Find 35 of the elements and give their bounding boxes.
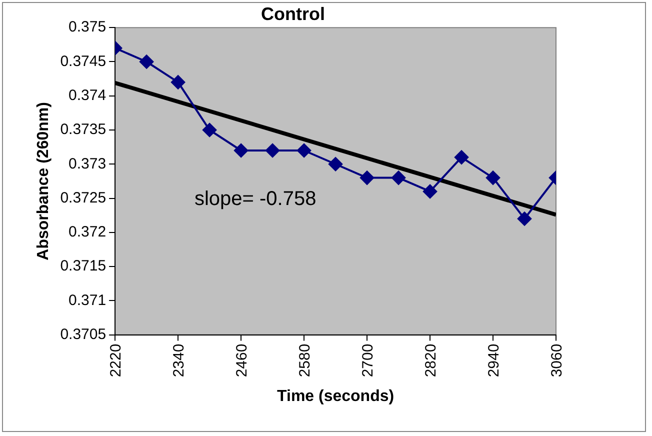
point (486, 170, 500, 185)
x-tick-label: 2700 (359, 344, 376, 378)
x-tick-label: 2940 (485, 344, 502, 378)
y-tick-label: 0.371 (68, 292, 106, 309)
y-tick-label: 0.375 (68, 18, 106, 36)
point (423, 184, 438, 198)
point (266, 143, 280, 158)
point (171, 75, 186, 90)
point (234, 143, 248, 158)
point (202, 123, 217, 137)
x-axis-title: Time (seconds) (277, 388, 394, 405)
x-tick-label: 2820 (422, 344, 440, 378)
point (140, 54, 154, 69)
x-tick-label: 3060 (548, 344, 566, 378)
x-tick-label: 2460 (233, 344, 250, 378)
y-tick-label: 0.3715 (60, 258, 106, 275)
point (518, 212, 532, 226)
y-axis-title: Absorbance (260nm) (35, 102, 52, 260)
y-tick-label: 0.373 (68, 155, 106, 172)
chart-title: Control (261, 4, 325, 24)
y-tick-label: 0.3745 (60, 52, 106, 70)
point (328, 157, 343, 172)
y-tick-label: 0.3705 (60, 326, 106, 343)
y-tick-label: 0.3735 (60, 121, 106, 138)
annotation: slope= -0.758 (194, 188, 316, 210)
point (454, 150, 469, 164)
x-tick-label: 2220 (107, 344, 124, 378)
x-tick-label: 2340 (170, 344, 188, 378)
point (360, 170, 374, 185)
y-tick-label: 0.3725 (60, 189, 106, 206)
point (297, 143, 312, 158)
y-tick-label: 0.372 (68, 224, 106, 241)
point (392, 170, 406, 185)
x-tick-label: 2580 (296, 344, 314, 378)
y-tick-label: 0.374 (68, 87, 106, 104)
